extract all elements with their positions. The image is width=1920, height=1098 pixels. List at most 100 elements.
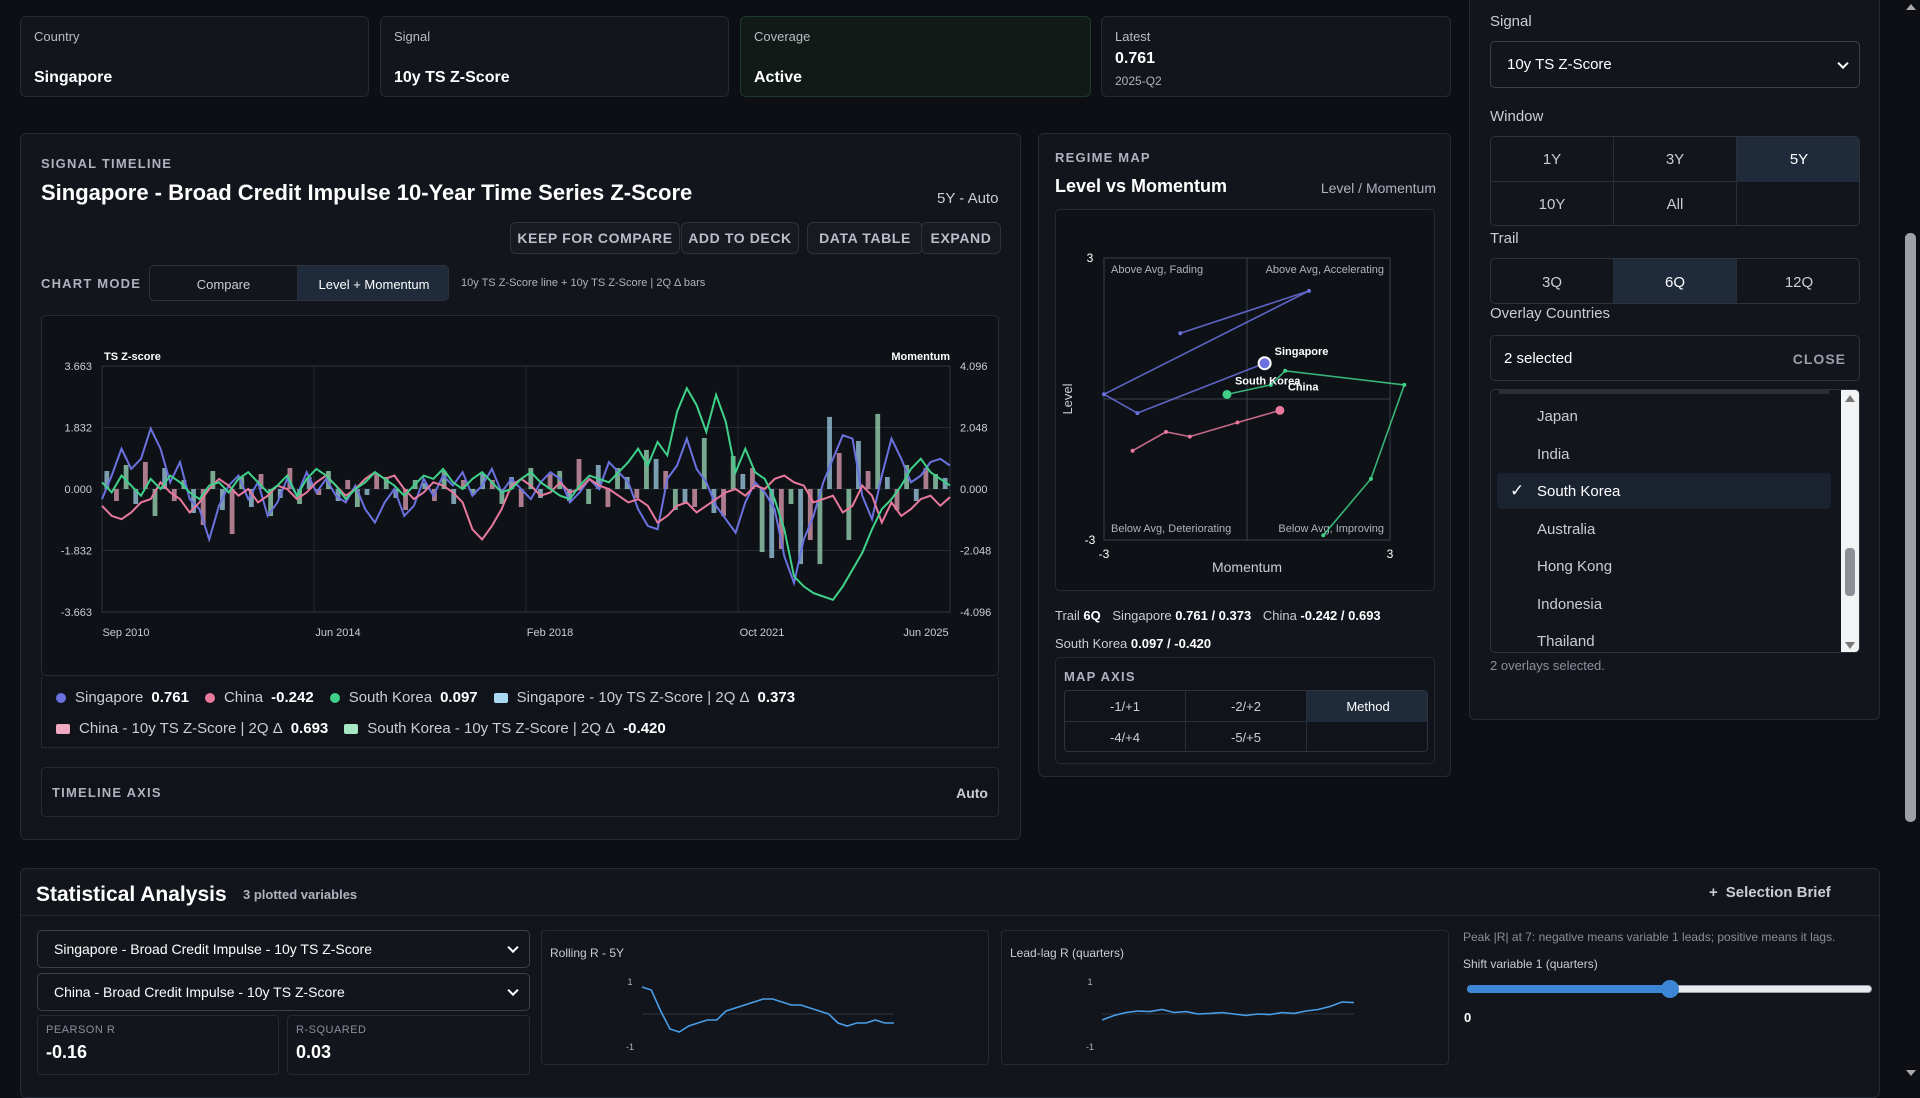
pearson-label: PEARSON R [46,1024,116,1036]
momentum-bar [692,489,698,508]
regime-map-card: REGIME MAP Level vs Momentum Level / Mom… [1038,133,1451,777]
momentum-bar [133,489,139,505]
trail-12q[interactable]: 12Q [1784,273,1814,291]
variable-1-select[interactable]: Singapore - Broad Credit Impulse - 10y T… [37,930,530,968]
x-tick-label: Oct 2021 [740,627,785,639]
legend-value: -0.420 [623,720,666,737]
plot-frame [101,365,951,613]
scroll-thumb[interactable] [1845,548,1855,596]
country-item-thailand[interactable]: Thailand [1491,623,1831,652]
check-icon: ✓ [1510,481,1525,500]
signal-select[interactable]: 10y TS Z-Score [1490,41,1860,88]
stat-value: Singapore [34,69,113,86]
right-tick-label: -4.096 [960,607,991,619]
legend-label: Singapore [75,689,144,706]
trail-point [1321,533,1326,538]
window-3y[interactable]: 3Y [1614,137,1737,182]
shift-slider[interactable] [1467,980,1872,998]
timeline-axis-label: TIMELINE AXIS [52,785,162,800]
window-1y[interactable]: 1Y [1491,137,1614,182]
x-tick-label: 3 [1387,547,1394,561]
left-tick-label: 1.832 [64,423,92,435]
momentum-bar [441,470,447,489]
trail-point [1135,411,1140,416]
stat-value: 10y TS Z-Score [394,69,510,86]
selection-brief-button[interactable]: + Selection Brief [1709,884,1831,901]
keep-for-compare-button[interactable]: KEEP FOR COMPARE [510,222,680,254]
momentum-bar [326,470,331,489]
timeline-chart: 3.663 4.096 1.832 2.048 0.000 0.000 -1.832 -2.0… [61,351,991,639]
y-tick-label: 1 [627,977,632,987]
overlay-close-button[interactable]: CLOSE [1792,351,1846,367]
momentum-bar [923,467,929,489]
scroll-down-icon[interactable] [1845,642,1855,649]
legend-item[interactable]: Singapore 0.761 [56,689,189,706]
legend-item[interactable]: South Korea - 10y TS Z-Score | 2Q Δ -0.42… [344,720,666,737]
map-axis-4[interactable]: -4/+4 [1065,722,1186,751]
mode-level-momentum[interactable]: Level + Momentum [298,266,448,300]
expand-button[interactable]: EXPAND [921,222,1001,254]
momentum-bar [470,489,476,496]
country-item-australia[interactable]: Australia [1491,511,1831,547]
legend-item[interactable]: China -0.242 [204,689,314,706]
stat-value: Active [754,69,803,86]
trail-3q[interactable]: 3Q [1491,259,1614,303]
momentum-bar [364,489,370,496]
add-to-deck-button[interactable]: ADD TO DECK [681,222,799,254]
momentum-bar [721,489,726,517]
map-axis-1[interactable]: -1/+1 [1065,691,1186,722]
momentum-bar [345,479,351,489]
latest-point-south-korea [1222,389,1232,399]
legend-value: 0.373 [757,689,796,706]
map-axis-2[interactable]: -2/+2 [1186,691,1307,722]
scroll-up-icon[interactable] [1845,395,1855,402]
list-scrollbar[interactable] [1841,390,1859,652]
x-tick-label: -3 [1099,547,1110,561]
stat-card-latest: Latest 0.761 2025-Q2 [1101,16,1451,97]
scroll-up-icon[interactable] [1906,4,1916,10]
country-item-india[interactable]: India [1491,436,1831,472]
map-axis-method[interactable]: Method [1307,691,1427,722]
legend-item[interactable]: Singapore - 10y TS Z-Score | 2Q Δ 0.373 [493,689,796,706]
momentum-bar [316,489,322,496]
legend-label: South Korea - 10y TS Z-Score | 2Q Δ [367,720,616,737]
stats-title: Statistical Analysis [36,883,227,906]
trail-toggle: 3Q 6Q 12Q [1490,258,1860,304]
stat-sub: 2025-Q2 [1115,74,1162,88]
data-table-button[interactable]: DATA TABLE [807,222,923,254]
momentum-bar [181,479,187,489]
summary-label: Singapore [1112,608,1172,623]
rsquared-box: R-SQUARED 0.03 [287,1015,530,1075]
legend-value: 0.097 [440,689,478,706]
page-scroll-thumb[interactable] [1905,233,1916,822]
country-item-indonesia[interactable]: Indonesia [1491,586,1831,622]
legend-item[interactable]: China - 10y TS Z-Score | 2Q Δ 0.693 [56,720,328,737]
country-item-south-korea[interactable]: ✓ South Korea [1497,473,1831,509]
page-scrollbar[interactable] [1901,0,1920,1080]
scroll-down-icon[interactable] [1906,1070,1916,1076]
momentum-bar [605,489,611,508]
window-5y[interactable]: 5Y [1737,137,1859,182]
momentum-bar [142,461,148,489]
country-item-hong-kong[interactable]: Hong Kong [1491,548,1831,584]
momentum-bar [884,476,890,489]
momentum-bar [827,416,832,489]
window-10y[interactable]: 10Y [1491,182,1614,225]
trail-6q[interactable]: 6Q [1614,259,1737,303]
window-label: Window [1490,108,1544,125]
country-item-japan[interactable]: Japan [1491,398,1831,434]
quadrant-label: Below Avg, Deteriorating [1111,523,1231,535]
timeline-axis-row[interactable]: TIMELINE AXIS Auto [41,767,999,817]
chart-title: Singapore - Broad Credit Impulse 10-Year… [41,180,693,205]
window-all[interactable]: All [1614,182,1737,225]
momentum-bar [798,489,804,565]
overlay-select[interactable]: 2 selected CLOSE [1490,335,1860,381]
mode-compare[interactable]: Compare [150,266,298,300]
legend-item[interactable]: South Korea 0.097 [329,689,478,706]
map-axis-5[interactable]: -5/+5 [1186,722,1307,751]
pearson-value: -0.16 [46,1042,88,1062]
regime-subtitle: Level / Momentum [1320,180,1436,196]
slider-thumb[interactable] [1660,980,1679,998]
variable-2-select[interactable]: China - Broad Credit Impulse - 10y TS Z-… [37,973,530,1011]
legend-value: 0.761 [151,689,189,706]
